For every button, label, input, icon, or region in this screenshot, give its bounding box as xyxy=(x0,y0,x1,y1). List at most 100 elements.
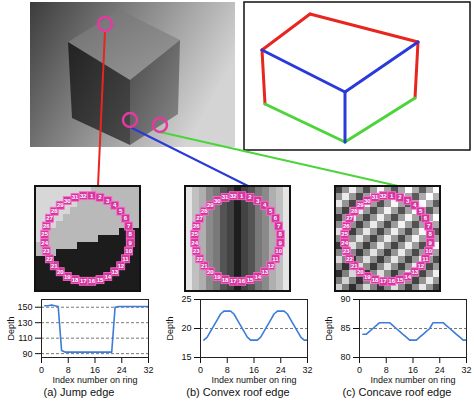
svg-text:15: 15 xyxy=(97,277,104,283)
svg-text:150: 150 xyxy=(17,302,32,312)
svg-text:0: 0 xyxy=(39,365,44,375)
svg-text:19: 19 xyxy=(214,274,221,280)
svg-text:1: 1 xyxy=(390,193,394,199)
svg-text:6: 6 xyxy=(124,215,128,221)
svg-text:6: 6 xyxy=(424,215,428,221)
svg-text:31: 31 xyxy=(372,194,379,200)
svg-text:27: 27 xyxy=(196,215,203,221)
svg-text:8: 8 xyxy=(384,365,389,375)
svg-text:30: 30 xyxy=(364,198,371,204)
svg-text:31: 31 xyxy=(222,194,229,200)
svg-text:90: 90 xyxy=(340,294,350,304)
svg-text:10: 10 xyxy=(425,248,432,254)
svg-text:16: 16 xyxy=(90,365,100,375)
svg-text:14: 14 xyxy=(104,274,111,280)
svg-text:130: 130 xyxy=(17,318,32,328)
svg-text:110: 110 xyxy=(18,333,32,343)
svg-text:11: 11 xyxy=(422,256,429,262)
svg-text:5: 5 xyxy=(119,208,123,214)
svg-text:Depth: Depth xyxy=(6,316,16,340)
svg-text:25: 25 xyxy=(41,231,48,237)
svg-text:21: 21 xyxy=(51,263,58,269)
svg-text:Index number on ring: Index number on ring xyxy=(211,375,296,385)
svg-text:8: 8 xyxy=(129,231,133,237)
svg-text:11: 11 xyxy=(122,256,129,262)
svg-text:16: 16 xyxy=(238,278,245,284)
svg-text:5: 5 xyxy=(269,208,273,214)
svg-text:27: 27 xyxy=(346,215,353,221)
svg-text:17: 17 xyxy=(230,278,237,284)
svg-text:7: 7 xyxy=(127,223,131,229)
svg-text:5: 5 xyxy=(419,208,423,214)
svg-text:21: 21 xyxy=(201,263,208,269)
svg-text:14: 14 xyxy=(254,274,261,280)
svg-text:20: 20 xyxy=(181,323,191,333)
svg-text:23: 23 xyxy=(193,248,200,254)
svg-text:25: 25 xyxy=(341,231,348,237)
svg-text:15: 15 xyxy=(397,277,404,283)
svg-text:7: 7 xyxy=(427,223,431,229)
svg-text:24: 24 xyxy=(341,240,348,246)
svg-text:Depth: Depth xyxy=(165,316,175,340)
svg-text:32: 32 xyxy=(380,193,387,199)
svg-text:3: 3 xyxy=(406,198,410,204)
svg-text:16: 16 xyxy=(88,278,95,284)
svg-text:9: 9 xyxy=(129,240,133,246)
svg-text:18: 18 xyxy=(372,277,379,283)
svg-text:90: 90 xyxy=(22,349,32,359)
svg-text:32: 32 xyxy=(80,193,87,199)
svg-text:23: 23 xyxy=(343,248,350,254)
svg-text:26: 26 xyxy=(193,223,200,229)
svg-text:19: 19 xyxy=(364,274,371,280)
svg-text:21: 21 xyxy=(351,263,358,269)
svg-text:30: 30 xyxy=(214,198,221,204)
svg-text:17: 17 xyxy=(380,278,387,284)
svg-text:3: 3 xyxy=(106,198,110,204)
svg-text:30: 30 xyxy=(64,198,71,204)
svg-text:15: 15 xyxy=(247,277,254,283)
svg-text:27: 27 xyxy=(46,215,53,221)
svg-text:24: 24 xyxy=(117,365,127,375)
svg-text:7: 7 xyxy=(277,223,281,229)
svg-text:0: 0 xyxy=(198,365,203,375)
svg-text:3: 3 xyxy=(256,198,260,204)
svg-text:26: 26 xyxy=(43,223,50,229)
svg-text:1: 1 xyxy=(90,193,94,199)
svg-text:8: 8 xyxy=(66,365,71,375)
svg-text:17: 17 xyxy=(80,278,87,284)
svg-text:10: 10 xyxy=(125,248,132,254)
svg-text:13: 13 xyxy=(111,269,118,275)
svg-text:25: 25 xyxy=(181,294,191,304)
svg-text:18: 18 xyxy=(72,277,79,283)
svg-text:31: 31 xyxy=(72,194,79,200)
svg-text:16: 16 xyxy=(249,365,259,375)
svg-text:9: 9 xyxy=(429,240,433,246)
svg-text:24: 24 xyxy=(276,365,286,375)
svg-text:32: 32 xyxy=(461,365,471,375)
svg-text:6: 6 xyxy=(274,215,278,221)
svg-text:22: 22 xyxy=(346,256,353,262)
svg-text:16: 16 xyxy=(388,278,395,284)
svg-text:85: 85 xyxy=(340,323,350,333)
svg-text:Depth: Depth xyxy=(324,316,334,340)
svg-text:1: 1 xyxy=(240,193,244,199)
svg-text:15: 15 xyxy=(181,352,191,362)
svg-text:25: 25 xyxy=(191,231,198,237)
svg-text:24: 24 xyxy=(41,240,48,246)
svg-text:24: 24 xyxy=(191,240,198,246)
svg-text:23: 23 xyxy=(43,248,50,254)
svg-text:18: 18 xyxy=(222,277,229,283)
svg-text:10: 10 xyxy=(275,248,282,254)
svg-text:16: 16 xyxy=(408,365,418,375)
svg-text:13: 13 xyxy=(261,269,268,275)
svg-text:9: 9 xyxy=(279,240,283,246)
svg-text:8: 8 xyxy=(225,365,230,375)
svg-text:22: 22 xyxy=(46,256,53,262)
svg-text:22: 22 xyxy=(196,256,203,262)
svg-text:32: 32 xyxy=(143,365,153,375)
svg-text:13: 13 xyxy=(411,269,418,275)
svg-text:26: 26 xyxy=(343,223,350,229)
svg-text:0: 0 xyxy=(357,365,362,375)
svg-text:2: 2 xyxy=(398,194,402,200)
svg-text:Index number on ring: Index number on ring xyxy=(52,375,137,385)
